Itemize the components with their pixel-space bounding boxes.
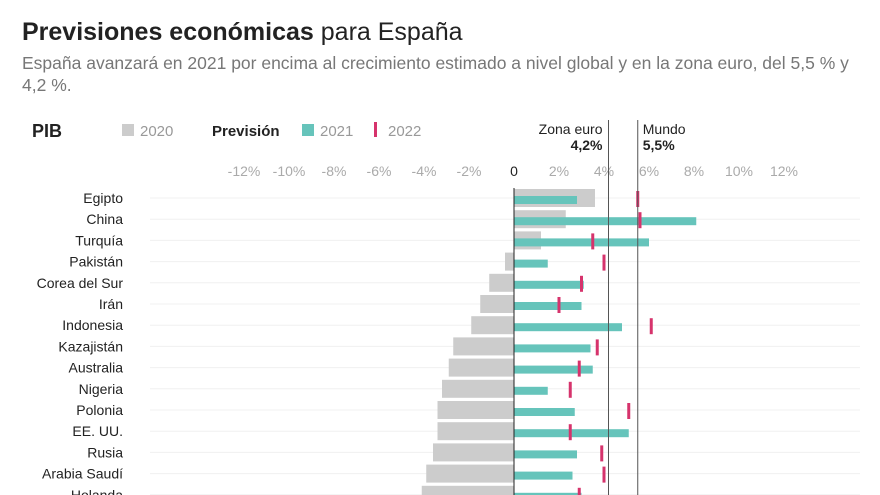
bar-2020 — [480, 295, 514, 313]
legend-label-2022: 2022 — [388, 123, 421, 140]
bar-2021 — [514, 492, 582, 495]
category-label: Kazajistán — [58, 338, 123, 354]
category-label: Nigeria — [79, 381, 124, 397]
bar-2020 — [421, 485, 514, 495]
tick-2022 — [557, 297, 561, 313]
x-tick-label: 6% — [639, 163, 659, 179]
bar-2020 — [453, 337, 514, 356]
category-label: China — [86, 211, 123, 227]
category-label: Holanda — [71, 487, 123, 495]
bar-2021 — [514, 259, 548, 268]
bar-2020 — [505, 252, 514, 271]
reference-line-value: 4,2% — [571, 137, 603, 153]
category-label: Arabia Saudí — [42, 466, 123, 482]
bar-2021 — [514, 238, 649, 247]
category-label: Pakistán — [69, 254, 123, 270]
category-label: Irán — [99, 296, 123, 312]
x-tick-label: 4% — [594, 163, 614, 179]
bars — [421, 189, 697, 495]
bar-2020 — [433, 443, 514, 462]
bar-2021 — [514, 450, 577, 459]
bar-2020 — [448, 358, 514, 377]
chart-title-rest: para España — [313, 18, 463, 46]
bar-2021 — [514, 408, 575, 416]
bar-2021 — [514, 386, 548, 395]
tick-2022 — [580, 275, 583, 292]
tick-2022 — [568, 381, 572, 398]
x-tick-label: -12% — [228, 163, 261, 179]
legend-swatch-2020 — [122, 124, 134, 136]
x-tick-label: 10% — [725, 163, 753, 179]
tick-2022 — [595, 339, 599, 356]
reference-line-label: Zona euro — [539, 121, 603, 137]
category-label: Turquía — [75, 232, 123, 248]
x-tick-label: 0 — [510, 163, 518, 179]
bar-2020 — [442, 379, 514, 398]
bar-2021 — [514, 217, 697, 226]
x-tick-label: -10% — [273, 163, 306, 179]
x-tick-label: 12% — [770, 163, 798, 179]
x-tick-label: -6% — [367, 163, 392, 179]
category-label: Australia — [69, 360, 124, 376]
tick-2022 — [602, 466, 606, 483]
tick-2022 — [649, 318, 653, 335]
x-tick-label: 2% — [549, 163, 569, 179]
x-axis-ticks: -12% -10% -8% -6% -4% -2% 0 2% 4% 6% 8% 10% 12% — [228, 163, 798, 179]
x-tick-label: -8% — [322, 163, 347, 179]
tick-2022 — [638, 212, 642, 229]
bar-2020 — [471, 316, 514, 335]
bar-2020 — [489, 273, 514, 292]
chart-title: Previsiones económicas para España — [22, 18, 463, 47]
bar-2021 — [514, 302, 582, 310]
tick-2022 — [591, 233, 595, 250]
bar-2021 — [514, 344, 591, 353]
tick-2022 — [568, 424, 572, 441]
legend-swatch-2021 — [302, 124, 314, 136]
category-label: EE. UU. — [72, 423, 123, 439]
bar-2021 — [514, 280, 584, 289]
bar-2020 — [437, 401, 514, 419]
bar-2021 — [514, 196, 577, 204]
tick-2022 — [627, 403, 631, 419]
tick-2022 — [577, 487, 581, 495]
bar-2020 — [426, 464, 514, 483]
x-tick-label: 8% — [684, 163, 704, 179]
chart-title-bold: Previsiones económicas — [22, 18, 314, 46]
bar-2020 — [437, 422, 514, 441]
reference-line-label: Mundo — [643, 121, 686, 137]
bar-2021 — [514, 323, 622, 332]
legend: PIB 2020 Previsión 2021 2022 — [32, 121, 421, 141]
category-labels: Egipto China Turquía Pakistán Corea del Sur I… — [37, 190, 124, 495]
tick-2022 — [602, 254, 606, 271]
category-label: Indonesia — [62, 317, 123, 333]
category-label: Polonia — [76, 402, 123, 418]
bar-2021 — [514, 471, 573, 480]
legend-swatch-2022 — [374, 122, 377, 137]
legend-label-2021: 2021 — [320, 123, 353, 140]
legend-label-2020: 2020 — [140, 123, 173, 140]
x-tick-label: -2% — [457, 163, 482, 179]
reference-line-value: 5,5% — [643, 137, 675, 153]
x-tick-label: -4% — [412, 163, 437, 179]
legend-forecast-label: Previsión — [212, 123, 280, 140]
chart-subtitle: España avanzará en 2021 por encima al cr… — [22, 53, 849, 95]
tick-2022 — [600, 445, 604, 462]
category-label: Rusia — [87, 444, 123, 460]
legend-section-title: PIB — [32, 121, 62, 141]
tick-2022 — [577, 360, 581, 377]
category-label: Egipto — [83, 190, 123, 206]
bar-2021 — [514, 365, 593, 374]
category-label: Corea del Sur — [37, 275, 124, 291]
